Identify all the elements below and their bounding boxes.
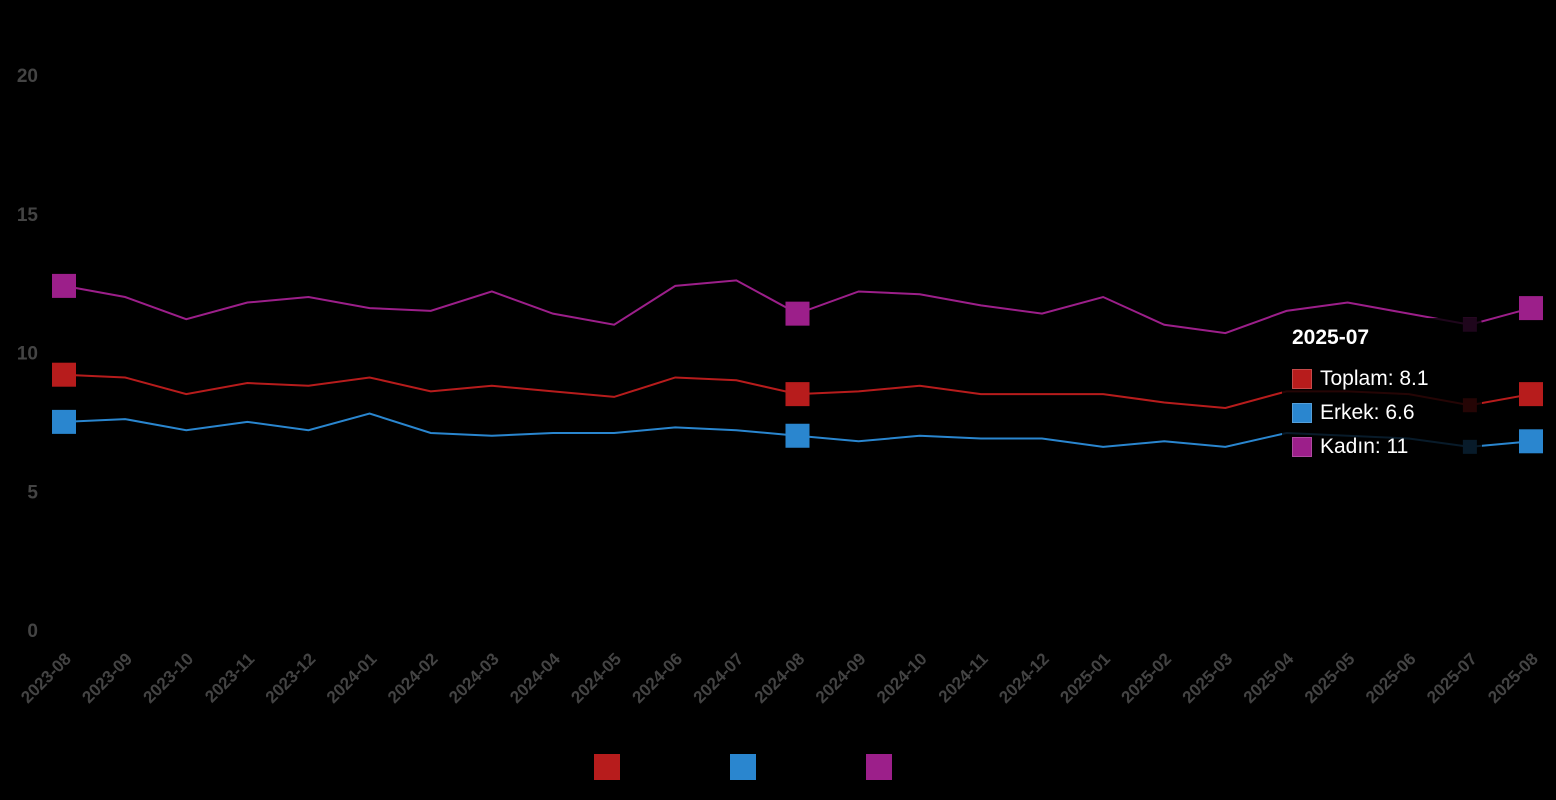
toplam-swatch-icon <box>1292 369 1312 389</box>
tooltip-row-kadin: Kadın: 11 <box>1292 430 1472 464</box>
tooltip-value: Kadın: 11 <box>1320 435 1409 458</box>
x-tick-label: 2023-08 <box>17 649 75 707</box>
x-tick-label: 2024-09 <box>812 649 870 707</box>
legend-label: Kadın <box>902 758 944 775</box>
x-tick-label: 2024-02 <box>384 649 442 707</box>
x-tick-label: 2024-01 <box>323 649 381 707</box>
x-tick-label: 2024-03 <box>445 649 503 707</box>
x-tick-label: 2023-11 <box>201 649 258 706</box>
x-tick-label: 2024-10 <box>873 649 931 707</box>
legend-swatch-icon <box>866 754 892 780</box>
legend-label: Erkek <box>766 758 807 775</box>
x-tick-label: 2023-09 <box>78 649 136 707</box>
legend-item-erkek[interactable]: Erkek <box>730 754 826 780</box>
x-tick-label: 2024-12 <box>995 649 1053 707</box>
x-tick-label: 2025-01 <box>1056 649 1114 707</box>
kadin-swatch-icon <box>1292 437 1312 457</box>
x-tick-label: 2023-12 <box>262 649 320 707</box>
x-tick-label: 2024-07 <box>690 649 748 707</box>
data-point-erkek <box>52 409 76 434</box>
data-point-erkek <box>785 423 810 448</box>
legend-item-kadin[interactable]: Kadın <box>866 754 962 780</box>
legend-label: Toplam <box>630 758 682 775</box>
x-tick-label: 2025-03 <box>1179 649 1237 707</box>
tooltip-row-erkek: Erkek: 6.6 <box>1292 396 1472 430</box>
x-tick-label: 2025-08 <box>1484 649 1542 707</box>
y-tick-label: 10 <box>17 344 38 365</box>
tooltip-title: 2025-07 <box>1292 326 1370 349</box>
y-tick-label: 0 <box>27 621 38 642</box>
x-tick-label: 2024-06 <box>629 649 687 707</box>
data-point-kadin <box>1519 296 1543 321</box>
data-point-kadin <box>52 273 76 298</box>
legend-swatch-icon <box>730 754 756 780</box>
tooltip-value: Erkek: 6.6 <box>1320 401 1415 424</box>
y-tick-label: 5 <box>27 482 38 503</box>
x-tick-label: 2024-08 <box>751 649 809 707</box>
tooltip-value: Toplam: 8.1 <box>1320 367 1429 390</box>
data-point-toplam <box>52 362 76 387</box>
data-point-kadin <box>785 301 810 326</box>
tooltip-row-toplam: Toplam: 8.1 <box>1292 362 1472 396</box>
legend: Toplam Erkek Kadın <box>0 754 1556 780</box>
x-tick-label: 2025-02 <box>1118 649 1176 707</box>
y-tick-label: 15 <box>17 205 39 226</box>
tooltip: 2025-07 Toplam: 8.1 Erkek: 6.6 Kadın: 11 <box>1282 318 1482 468</box>
data-point-toplam <box>1519 382 1543 407</box>
x-tick-label: 2025-04 <box>1240 649 1298 707</box>
x-tick-label: 2025-07 <box>1423 649 1481 707</box>
data-point-erkek <box>1519 429 1543 454</box>
legend-item-toplam[interactable]: Toplam <box>594 754 690 780</box>
x-tick-label: 2025-06 <box>1362 649 1420 707</box>
erkek-swatch-icon <box>1292 403 1312 423</box>
x-tick-label: 2024-11 <box>935 649 992 706</box>
y-tick-label: 20 <box>17 66 38 87</box>
x-tick-label: 2024-04 <box>506 649 564 707</box>
data-point-toplam <box>785 382 810 407</box>
x-tick-label: 2023-10 <box>140 649 198 707</box>
x-tick-label: 2024-05 <box>567 649 625 707</box>
legend-swatch-icon <box>594 754 620 780</box>
x-tick-label: 2025-05 <box>1301 649 1359 707</box>
